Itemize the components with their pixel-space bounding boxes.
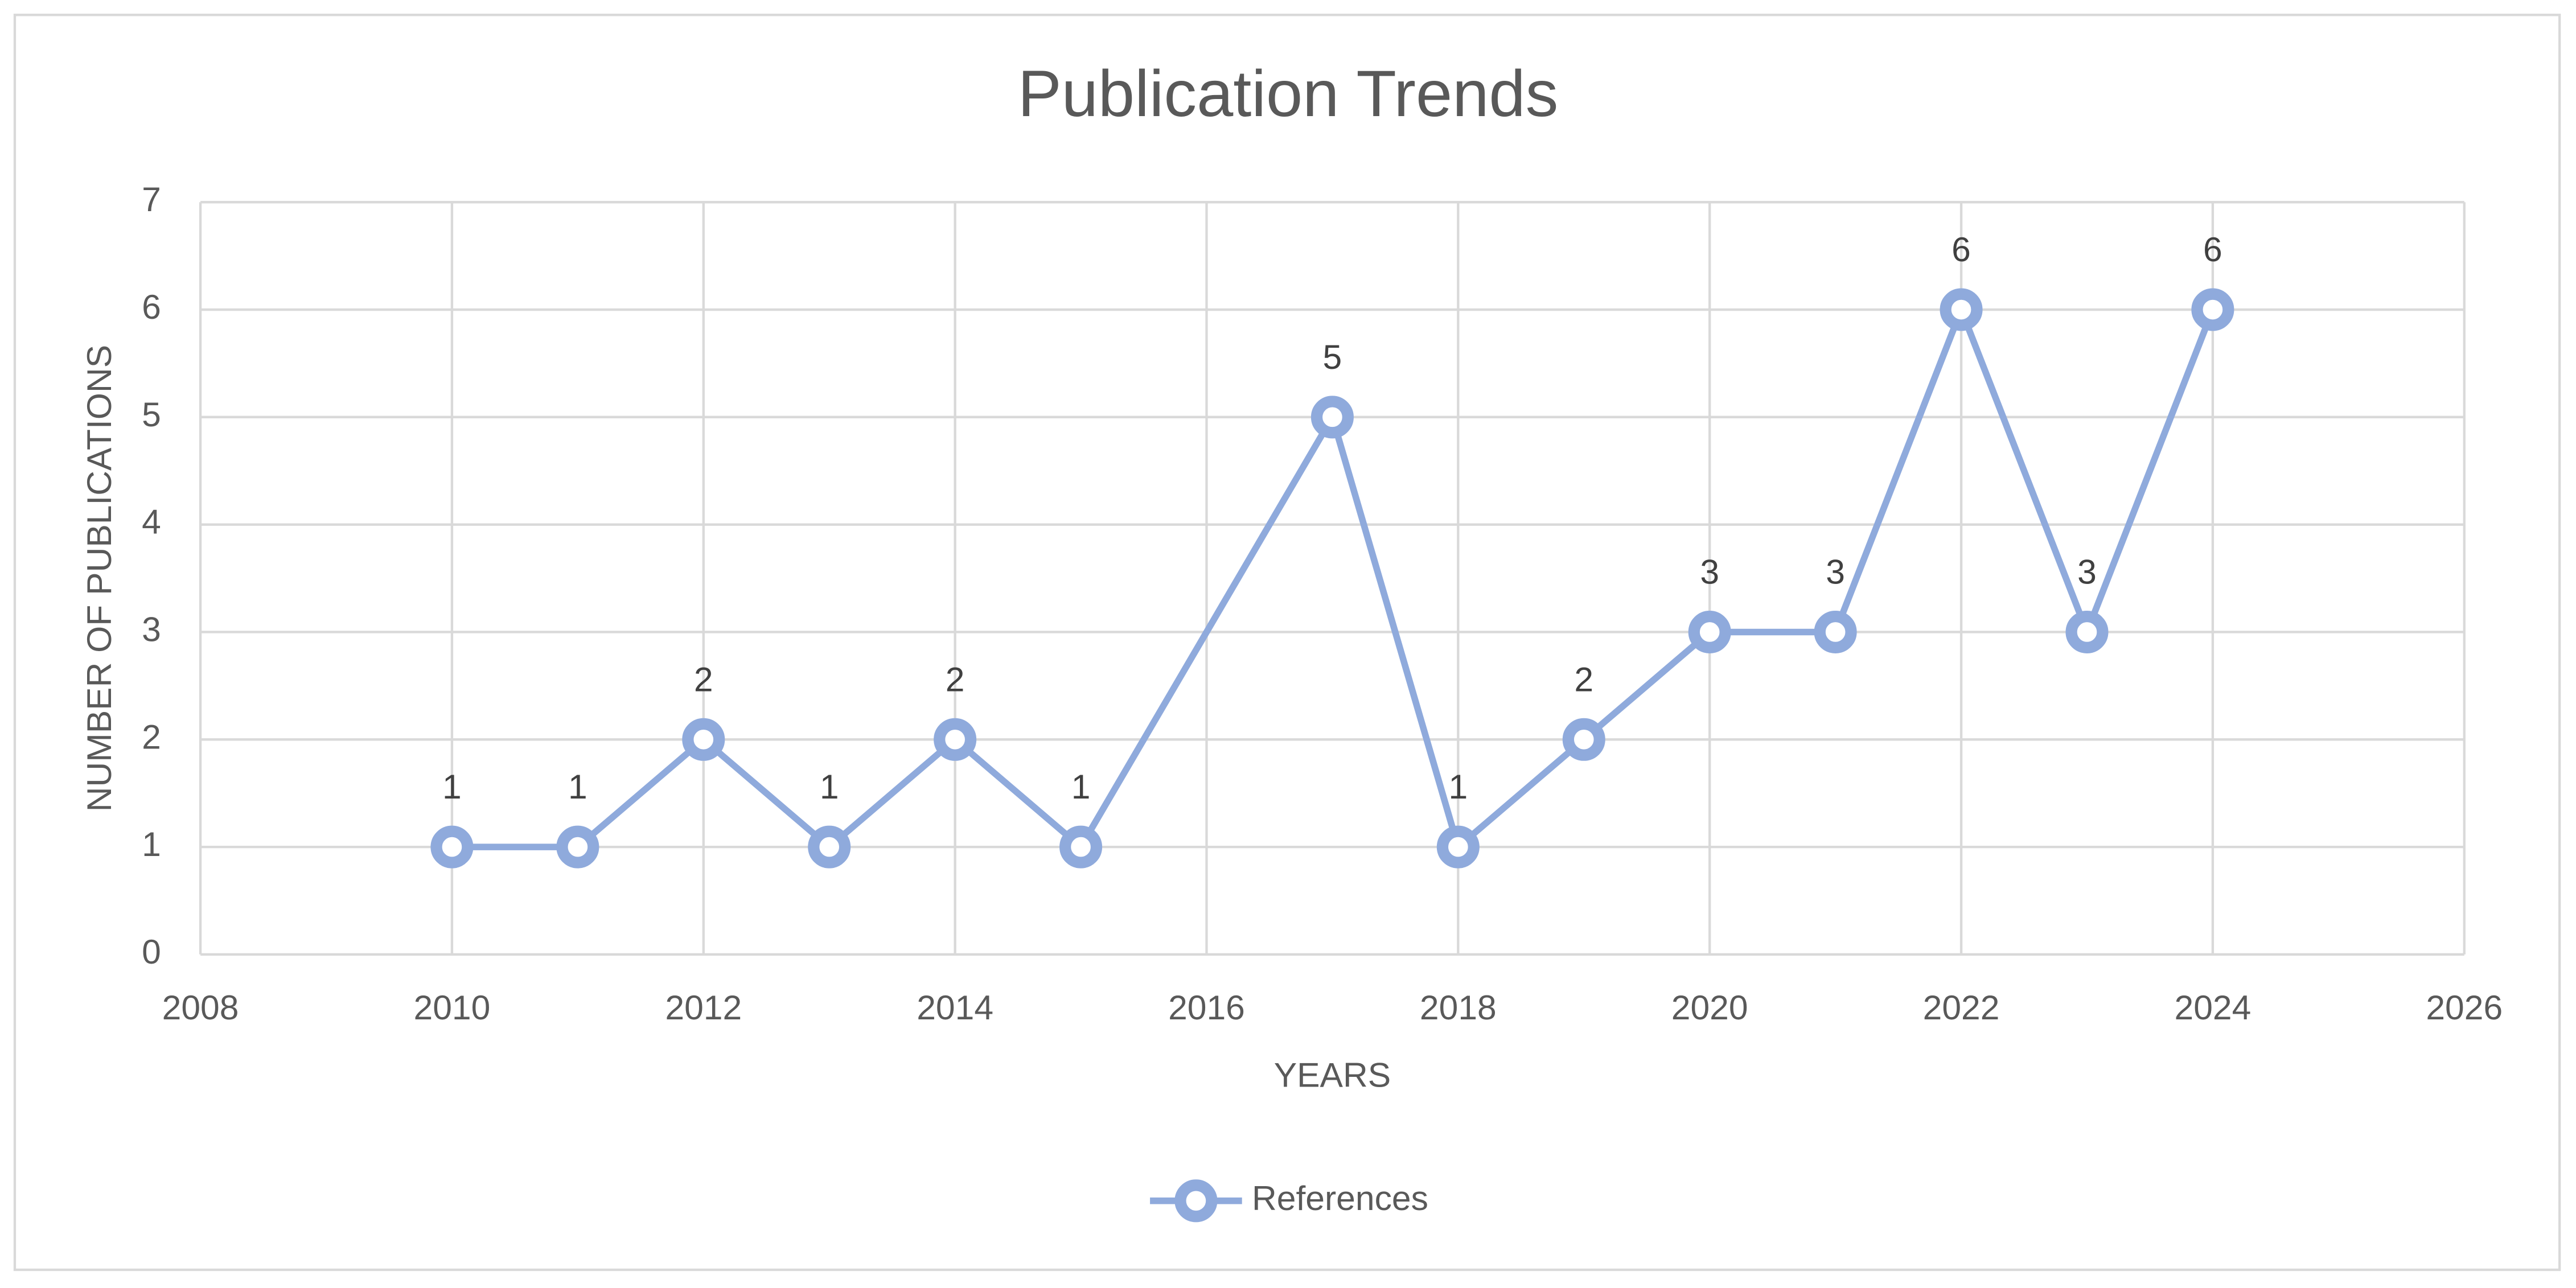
y-tick-label: 7 bbox=[142, 180, 161, 219]
data-point bbox=[1814, 610, 1857, 653]
x-axis-title: YEARS bbox=[1274, 1055, 1391, 1094]
data-point bbox=[556, 825, 599, 869]
legend-label: References bbox=[1252, 1179, 1428, 1217]
data-point bbox=[682, 718, 725, 761]
data-point bbox=[1310, 396, 1354, 439]
data-label: 2 bbox=[946, 660, 965, 698]
y-tick-label: 3 bbox=[142, 610, 161, 648]
data-point bbox=[2065, 610, 2109, 653]
chart-title: Publication Trends bbox=[1018, 57, 1559, 130]
x-tick-label: 2026 bbox=[2426, 988, 2503, 1027]
data-label: 1 bbox=[1071, 767, 1091, 806]
y-axis-title: NUMBER OF PUBLICATIONS bbox=[80, 345, 118, 812]
x-tick-label: 2016 bbox=[1168, 988, 1245, 1027]
x-tick-label: 2024 bbox=[2175, 988, 2252, 1027]
data-point bbox=[1562, 718, 1605, 761]
data-label: 1 bbox=[820, 767, 839, 806]
data-point bbox=[1940, 288, 1983, 331]
data-point bbox=[1059, 825, 1103, 869]
data-label: 3 bbox=[1826, 552, 1845, 591]
y-tick-label: 5 bbox=[142, 395, 161, 434]
x-tick-label: 2012 bbox=[665, 988, 742, 1027]
data-point bbox=[1436, 825, 1480, 869]
data-point bbox=[430, 825, 474, 869]
series-line bbox=[451, 306, 2216, 850]
data-label: 6 bbox=[2203, 230, 2222, 269]
data-label: 2 bbox=[1574, 660, 1593, 698]
data-label: 3 bbox=[1700, 552, 1719, 591]
x-tick-label: 2022 bbox=[1923, 988, 2000, 1027]
data-point bbox=[2191, 288, 2234, 331]
x-tick-label: 2020 bbox=[1671, 988, 1748, 1027]
data-label: 1 bbox=[442, 767, 462, 806]
y-tick-label: 0 bbox=[142, 932, 161, 971]
data-point bbox=[808, 825, 851, 869]
y-tick-label: 1 bbox=[142, 825, 161, 863]
data-point bbox=[934, 718, 977, 761]
data-label: 2 bbox=[694, 660, 713, 698]
x-tick-label: 2010 bbox=[414, 988, 491, 1027]
x-tick-label: 2008 bbox=[162, 988, 239, 1027]
data-label: 6 bbox=[1951, 230, 1971, 269]
data-label: 1 bbox=[1448, 767, 1468, 806]
chart-border bbox=[13, 14, 2561, 1271]
data-label: 1 bbox=[568, 767, 587, 806]
legend-marker bbox=[1174, 1179, 1218, 1223]
x-tick-label: 2018 bbox=[1420, 988, 1497, 1027]
data-label: 3 bbox=[2077, 552, 2097, 591]
y-tick-label: 4 bbox=[142, 503, 161, 541]
y-tick-label: 2 bbox=[142, 717, 161, 756]
data-label: 5 bbox=[1323, 338, 1342, 376]
x-tick-label: 2014 bbox=[917, 988, 993, 1027]
y-tick-label: 6 bbox=[142, 287, 161, 326]
data-point bbox=[1688, 610, 1731, 653]
